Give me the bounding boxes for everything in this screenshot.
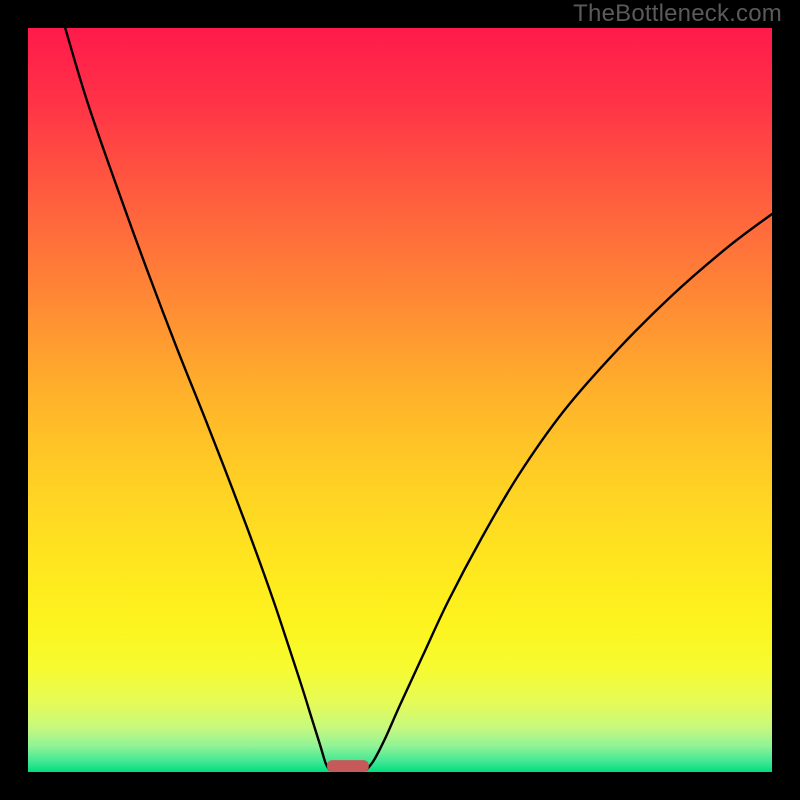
bottleneck-chart (0, 0, 800, 800)
optimal-range-marker (327, 760, 369, 772)
watermark-text: TheBottleneck.com (573, 0, 782, 28)
